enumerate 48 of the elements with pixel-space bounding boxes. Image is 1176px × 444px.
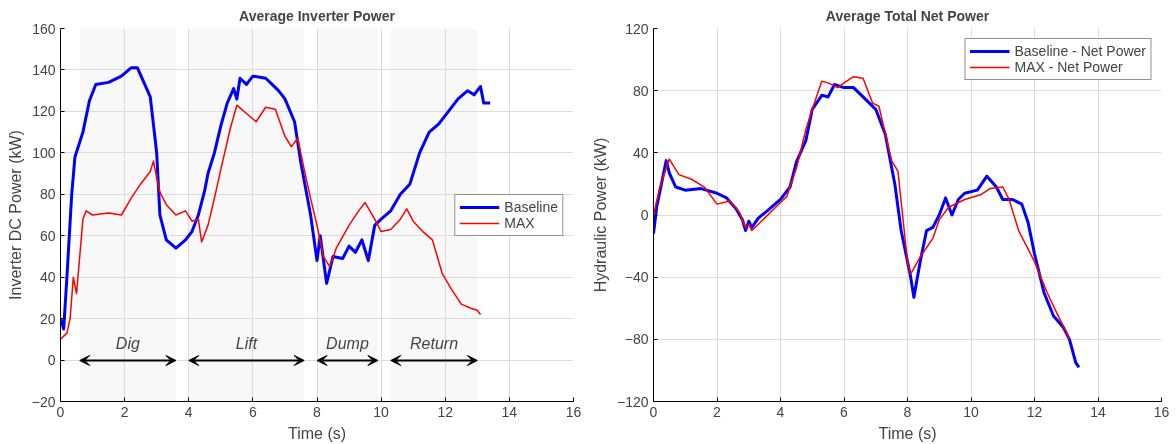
y-tick-label: 100 [32, 144, 56, 161]
x-tick-label: 14 [501, 403, 518, 420]
y-axis-title: Hydraulic Power (kW) [591, 137, 609, 293]
y-tick-label: −20 [31, 393, 56, 410]
band-label: Dig [115, 335, 140, 353]
y-tick-label: 140 [32, 61, 56, 78]
x-tick-label: 16 [565, 403, 582, 420]
y-tick-label: 120 [625, 20, 649, 37]
legend-label: Baseline [504, 198, 558, 215]
y-axis-title: Inverter DC Power (kW) [6, 130, 24, 300]
y-tick-label: 40 [632, 144, 649, 161]
legend-label: Baseline - Net Power [1014, 43, 1146, 59]
x-tick-label: 8 [903, 403, 912, 420]
line-series [60, 66, 492, 331]
x-tick-label: 14 [1090, 403, 1106, 420]
y-tick-label: 120 [32, 103, 56, 120]
band-label: Return [410, 335, 459, 353]
x-tick-label: 6 [840, 403, 849, 420]
x-tick-label: 12 [1026, 403, 1043, 420]
x-axis-title: Time (s) [287, 424, 347, 442]
y-tick-label: −120 [616, 393, 649, 410]
x-tick-label: 2 [713, 403, 722, 420]
x-tick-label: 10 [373, 403, 390, 420]
band-label: Dump [326, 335, 369, 353]
y-tick-label: 0 [640, 207, 649, 223]
y-tick-label: 40 [39, 269, 56, 286]
legend-label: MAX [504, 214, 535, 231]
y-tick-label: −80 [624, 331, 649, 348]
x-tick-label: 8 [313, 403, 322, 420]
y-tick-label: 80 [632, 82, 649, 99]
y-tick-label: −40 [624, 269, 649, 286]
y-tick-label: 60 [39, 227, 56, 244]
x-tick-label: 2 [120, 403, 129, 420]
chart-title: Average Total Net Power [825, 7, 990, 24]
legend-label: MAX - Net Power [1014, 59, 1123, 75]
y-tick-label: 20 [39, 310, 56, 327]
x-tick-label: 16 [1153, 403, 1170, 420]
x-tick-label: 12 [437, 403, 454, 420]
y-tick-label: 80 [39, 186, 56, 203]
band-label: Lift [235, 335, 258, 353]
x-axis-title: Time (s) [878, 424, 937, 442]
x-tick-label: 4 [776, 403, 785, 420]
chart-title: Average Inverter Power [239, 7, 396, 24]
x-tick-label: 6 [248, 403, 257, 420]
x-tick-label: 4 [184, 403, 193, 420]
y-tick-label: 160 [32, 20, 56, 37]
y-tick-label: 0 [47, 352, 56, 369]
x-tick-label: 10 [963, 403, 979, 420]
